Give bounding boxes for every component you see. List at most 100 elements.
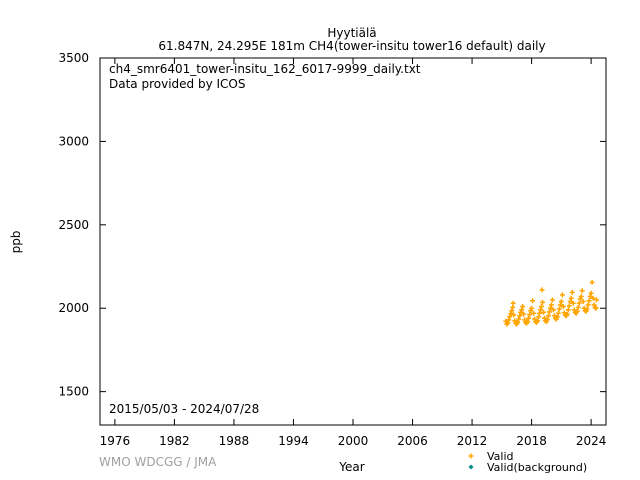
data-point: [507, 314, 513, 320]
data-point: [592, 304, 598, 310]
y-tick-label: 3500: [58, 51, 89, 65]
data-point: [522, 317, 528, 323]
data-point: [557, 302, 563, 308]
data-point: [532, 316, 538, 322]
data-point: [535, 318, 541, 324]
data-point: [593, 305, 599, 311]
data-point: [518, 309, 524, 315]
x-tick-label: 2024: [576, 434, 607, 448]
data-point: [508, 311, 514, 317]
data-point: [577, 296, 583, 302]
x-tick-label: 1988: [219, 434, 250, 448]
data-point: [539, 304, 545, 310]
data-point: [550, 307, 556, 313]
data-point: [536, 314, 542, 320]
data-point: [567, 299, 573, 305]
data-point: [569, 289, 575, 295]
data-point: [515, 319, 521, 325]
data-point: [579, 288, 585, 294]
data-point: [540, 309, 546, 315]
data-point: [580, 299, 586, 305]
data-point: [575, 304, 581, 310]
annotation-filename: ch4_smr6401_tower-insitu_162_6017-9999_d…: [109, 62, 421, 76]
x-tick-label: 1994: [278, 434, 309, 448]
x-tick-label: 1982: [159, 434, 190, 448]
data-point: [509, 308, 515, 314]
data-point: [506, 317, 512, 323]
data-point: [565, 307, 571, 313]
data-point: [530, 298, 536, 304]
data-point: [560, 304, 566, 310]
data-point: [537, 310, 543, 316]
data-point: [538, 307, 544, 313]
data-point: [588, 290, 594, 296]
y-tick-label: 2000: [58, 301, 89, 315]
data-point: [546, 309, 552, 315]
annotation-provider: Data provided by ICOS: [109, 77, 245, 91]
x-axis-label: Year: [338, 460, 364, 474]
legend-label: Valid: [487, 450, 514, 463]
x-tick-label: 2018: [516, 434, 547, 448]
chart-subtitle: 61.847N, 24.295E 181m CH4(tower-insitu t…: [158, 39, 545, 53]
data-point: [594, 297, 600, 303]
y-tick-label: 1500: [58, 385, 89, 399]
data-point: [505, 320, 511, 326]
data-point: [585, 302, 591, 308]
data-point: [566, 303, 572, 309]
data-point: [576, 300, 582, 306]
data-point: [539, 287, 545, 293]
data-point: [521, 311, 527, 317]
data-point: [517, 313, 523, 319]
data-point: [520, 304, 526, 310]
data-point: [512, 318, 518, 324]
data-point: [545, 313, 551, 319]
credit-text: WMO WDCGG / JMA: [99, 455, 217, 469]
date-range: 2015/05/03 - 2024/07/28: [109, 402, 259, 416]
data-point: [587, 294, 593, 300]
data-point: [590, 295, 596, 301]
data-point: [589, 279, 595, 285]
data-point: [516, 316, 522, 322]
legend-label: Valid(background): [487, 461, 587, 474]
data-point: [541, 315, 547, 321]
data-point: [578, 294, 584, 300]
data-point: [548, 302, 554, 308]
y-axis: 1500 2000 2500 3000 3500: [58, 51, 606, 399]
y-tick-label: 3000: [58, 134, 89, 148]
data-point: [570, 300, 576, 306]
data-point: [510, 300, 516, 306]
data-point: [568, 295, 574, 301]
data-point: [551, 313, 557, 319]
data-point: [519, 307, 525, 313]
data-point: [511, 312, 517, 318]
data-point: [547, 305, 553, 311]
data-point: [555, 310, 561, 316]
data-point: [556, 306, 562, 312]
data-point: [574, 308, 580, 314]
data-point: [540, 299, 546, 305]
data-point: [549, 297, 555, 303]
data-point: [526, 315, 532, 321]
data-point: [564, 311, 570, 317]
x-tick-label: 1976: [100, 434, 131, 448]
data-point: [554, 314, 560, 320]
y-tick-label: 2500: [58, 218, 89, 232]
data-point: [531, 310, 537, 316]
x-axis: 1976 1982 1988 1994 2000 2006 2012 2018 2024: [100, 58, 607, 448]
data-point: [528, 308, 534, 314]
data-point: [571, 307, 577, 313]
plot-area: [99, 57, 607, 426]
x-tick-label: 2006: [397, 434, 428, 448]
data-point: [510, 304, 516, 310]
legend-marker: [468, 464, 474, 470]
data-point: [544, 317, 550, 323]
data-point: [527, 312, 533, 318]
data-point: [586, 298, 592, 304]
data-point: [581, 305, 587, 311]
data-point: [584, 306, 590, 312]
data-point: [558, 299, 564, 305]
legend-marker: [468, 453, 474, 459]
data-point: [591, 302, 597, 308]
